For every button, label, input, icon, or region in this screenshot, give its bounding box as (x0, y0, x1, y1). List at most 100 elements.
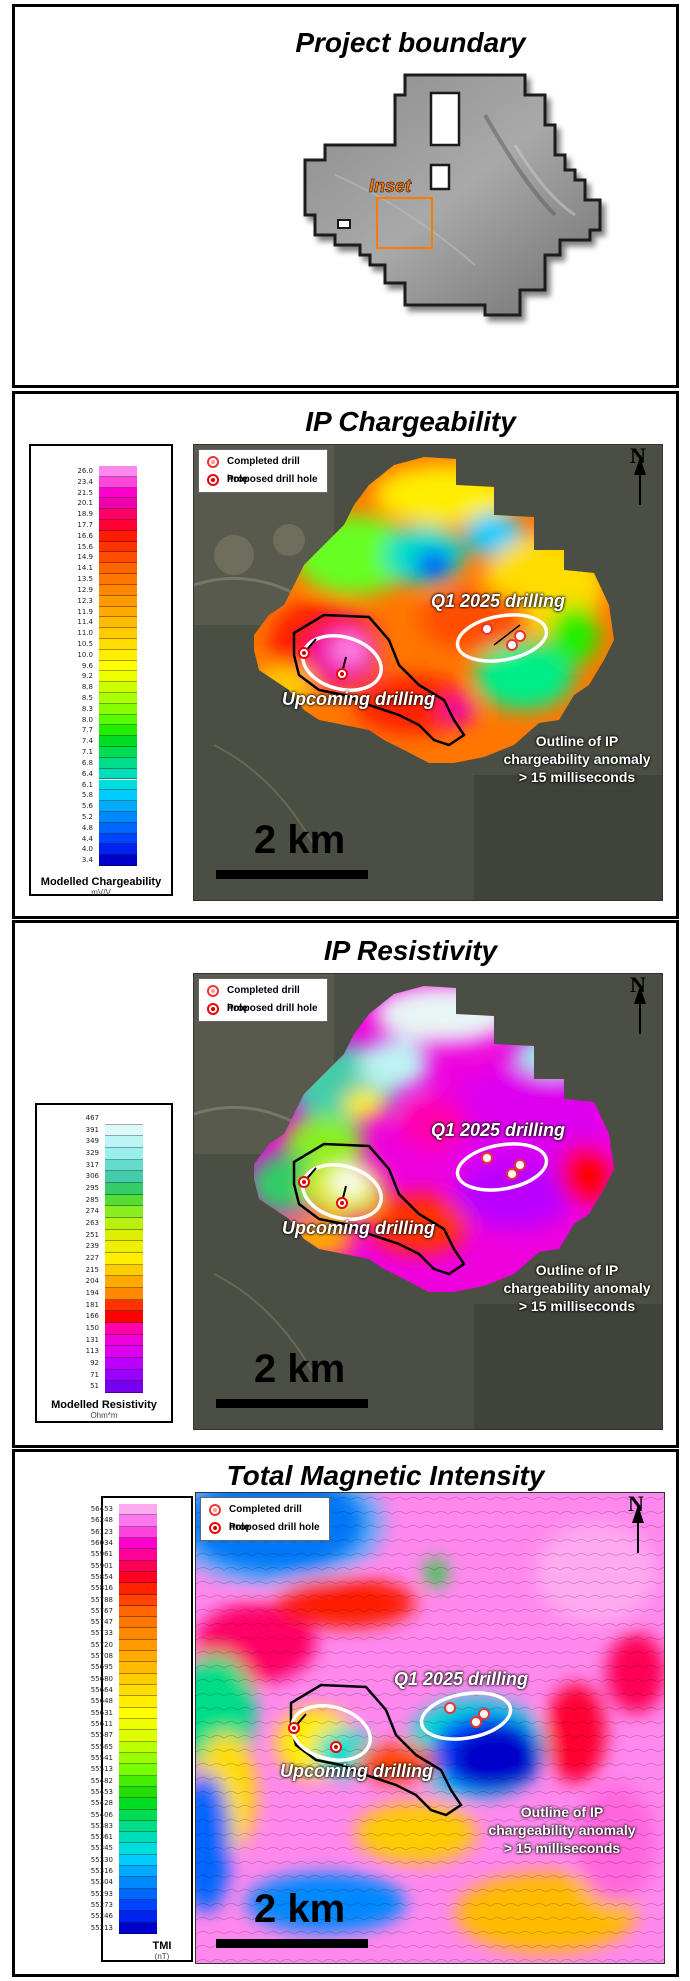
legend-value: 55587 (90, 1731, 113, 1740)
legend-value: 15.6 (77, 542, 93, 551)
legend-value: 55541 (90, 1753, 113, 1762)
legend-value: 55720 (90, 1640, 113, 1649)
legend-value: 55695 (90, 1663, 113, 1672)
legend-entry: 16.6 (31, 530, 171, 542)
legend-value: 11.0 (77, 629, 93, 638)
legend-entry: 55316 (51, 1866, 191, 1878)
legend-value: 4.8 (81, 823, 93, 832)
panel-title: Total Magnetic Intensity (226, 1460, 545, 1491)
legend-value: 10.5 (77, 639, 93, 648)
legend-swatch (105, 1299, 143, 1312)
legend-swatch (119, 1571, 157, 1584)
legend-value: 274 (85, 1207, 99, 1216)
legend-value: 317 (85, 1160, 99, 1169)
legend-value: 239 (85, 1242, 99, 1251)
legend-value: 17.7 (77, 521, 93, 530)
legend-value: 55453 (90, 1787, 113, 1796)
legend-value: 16.6 (77, 531, 93, 540)
legend-value: 7.4 (81, 737, 93, 746)
proposed-drill-hole-icon (207, 1003, 219, 1015)
legend-value: 55316 (90, 1867, 113, 1876)
legend-swatch (99, 660, 137, 672)
legend-swatch (99, 595, 137, 607)
chargeability-panel: IP Chargeability 26.0 23.4 21.5 20.1 18.9 17.… (12, 391, 679, 919)
boundary-shape (303, 73, 602, 317)
legend-swatch (119, 1719, 157, 1731)
legend-swatch (119, 1877, 157, 1889)
legend-value: 55304 (90, 1878, 113, 1887)
legend-value: 251 (85, 1230, 99, 1239)
legend-value: 8.8 (81, 683, 93, 692)
legend-value: 55383 (90, 1821, 113, 1830)
legend-entry: 55611 (51, 1719, 191, 1731)
legend-swatch (105, 1311, 143, 1323)
legend-value: 55213 (90, 1923, 113, 1932)
legend-swatch (119, 1673, 157, 1686)
legend-swatch (119, 1605, 157, 1618)
legend-entry: 55648 (51, 1696, 191, 1708)
legend-swatch (119, 1922, 157, 1934)
legend-value: 55788 (90, 1595, 113, 1604)
legend-swatch (119, 1526, 157, 1538)
legend-swatch (99, 552, 137, 564)
legend-swatch (119, 1685, 157, 1697)
completed-drill-hole-icon (207, 985, 219, 997)
drill-hole-key: Completed drill hole Proposed drill hole (200, 1497, 330, 1541)
q1-drilling-label: Q1 2025 drilling (394, 1669, 529, 1689)
legend-swatch (105, 1276, 143, 1288)
legend-entry: 166 (37, 1311, 171, 1323)
legend-entry: 55330 (51, 1854, 191, 1867)
legend-value: 306 (85, 1172, 99, 1181)
legend-entry: 150 (37, 1323, 171, 1335)
legend-value: 56034 (90, 1538, 113, 1547)
north-label: N (630, 973, 646, 997)
legend-swatch (105, 1358, 143, 1370)
legend-value: 92 (90, 1359, 99, 1367)
legend-entry: 55513 (51, 1764, 191, 1776)
legend-swatch (119, 1843, 157, 1855)
legend-entry: 55788 (51, 1594, 191, 1606)
legend-value: 285 (85, 1195, 99, 1204)
legend-swatch (99, 638, 137, 650)
legend-value: 227 (85, 1254, 99, 1262)
completed-drill-hole-icon (207, 456, 219, 468)
legend-swatch (119, 1764, 157, 1776)
q1-ellipse (455, 1142, 549, 1192)
anomaly-outline-label: Outline of IP chargeability anomaly > 15… (488, 1804, 636, 1856)
anomaly-outline-label: Outline of IP chargeability anomaly > 15… (503, 733, 651, 785)
legend-entry: 5.2 (31, 811, 171, 823)
legend-swatch (119, 1617, 157, 1629)
legend-value: 55273 (90, 1901, 113, 1910)
legend-value: 26.0 (77, 467, 93, 475)
legend-entry: 295 (37, 1183, 171, 1195)
legend-entry: 55587 (51, 1730, 191, 1742)
legend-entry: 55361 (51, 1832, 191, 1844)
legend-entry: 92 (37, 1358, 171, 1370)
legend-value: 55854 (90, 1572, 113, 1581)
q1-ellipse (419, 1691, 513, 1741)
legend-entry: 55453 (51, 1786, 191, 1799)
legend-swatch (99, 617, 137, 629)
legend-entry: 251 (37, 1229, 171, 1242)
legend-entry: 55246 (51, 1911, 191, 1923)
legend-swatch (99, 757, 137, 769)
legend-swatch (105, 1218, 143, 1230)
drill-hole-key: Completed drill hole Proposed drill hole (198, 978, 328, 1022)
legend-value: 55246 (90, 1912, 113, 1921)
legend-swatch (99, 833, 137, 845)
legend-value: 349 (85, 1137, 99, 1146)
legend-entry: 215 (37, 1264, 171, 1277)
legend-value: 55565 (90, 1742, 113, 1751)
legend-swatch (99, 714, 137, 726)
legend-value: 204 (85, 1277, 99, 1286)
chargeability-legend: 26.0 23.4 21.5 20.1 18.9 17.7 16.6 15.6 14.9 14.1… (29, 444, 173, 897)
legend-swatch (119, 1832, 157, 1844)
legend-swatch (119, 1583, 157, 1595)
legend-unit: Ohm*m (90, 1411, 118, 1420)
legend-swatch (99, 725, 137, 737)
north-label: N (630, 444, 646, 468)
panel-title: IP Chargeability (305, 406, 516, 437)
tmi-map: Completed drill hole Proposed drill hole… (195, 1492, 665, 1964)
legend-scale: 26.0 23.4 21.5 20.1 18.9 17.7 16.6 15.6 14.9 14.1… (31, 466, 171, 866)
legend-value: 9.2 (81, 672, 93, 681)
